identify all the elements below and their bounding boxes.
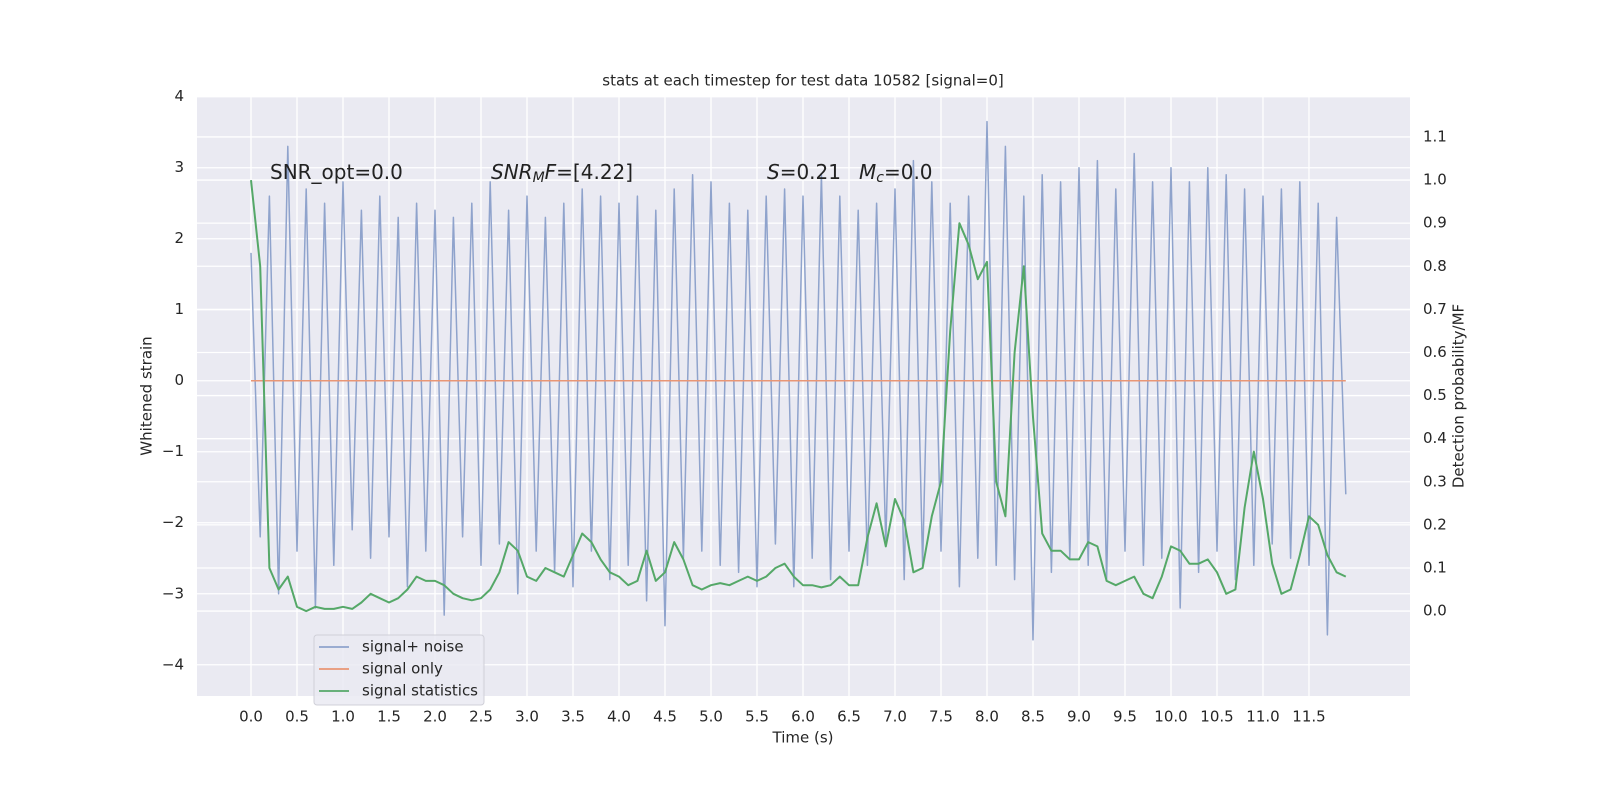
series-line [250,120,1347,641]
y2-tick-label: 0.6 [1423,343,1447,361]
y2-tick-label: 0.7 [1423,300,1447,318]
annotation: S=0.21 [767,160,841,184]
y-tick-label: −3 [162,584,184,602]
y-tick-label: 2 [174,229,184,247]
x-tick-label: 8.0 [975,708,999,726]
x-tick-label: 7.5 [929,708,953,726]
x-tick-label: 3.0 [515,708,539,726]
x-tick-label: 8.5 [1021,708,1045,726]
y2-tick-label: 1.1 [1423,127,1447,145]
marks [250,120,1347,641]
x-tick-label: 1.0 [331,708,355,726]
annotation: SNRMF=[4.22] [491,160,633,187]
chart-title: stats at each timestep for test data 105… [602,72,1003,90]
x-tick-label: 5.0 [699,708,723,726]
y2-tick-label: 1.0 [1423,171,1447,189]
x-tick-label: 2.0 [423,708,447,726]
x-tick-label: 4.5 [653,708,677,726]
x-tick-label: 6.5 [837,708,861,726]
y-tick-label: 0 [174,371,184,389]
y2-tick-label: 0.8 [1423,257,1447,275]
x-tick-label: 6.0 [791,708,815,726]
y2-tick-label: 0.1 [1423,558,1447,576]
x-tick-label: 10.0 [1154,708,1187,726]
annotation: Mc=0.0 [859,160,933,187]
x-tick-label: 2.5 [469,708,493,726]
labels: 0.0 0.5 1.0 1.5 2.0 2.5 3.0 3.5 4.0 4.5 5.0 5.5 6.0 6… [162,87,1447,725]
x-tick-label: 11.0 [1246,708,1279,726]
annotation-part: SNR [491,160,533,184]
y2-tick-label: 0.9 [1423,214,1447,232]
y-tick-label: −1 [162,442,184,460]
legend-label: signal statistics [362,682,478,700]
y2-tick-label: 0.4 [1423,429,1447,447]
x-tick-label: 5.5 [745,708,769,726]
annotation-part: F [545,160,557,184]
y-tick-label: 3 [174,158,184,176]
y2-tick-label: 0.3 [1423,472,1447,490]
y-tick-label: −4 [162,655,184,673]
y-axis-label: Whitened strain [138,336,156,455]
x-tick-label: 10.5 [1200,708,1233,726]
annotation-part: M [533,170,545,186]
annotation: SNR_opt=0.0 [270,160,403,184]
y2-tick-label: 0.5 [1423,386,1447,404]
y2-tick-label: 0.0 [1423,602,1447,620]
annotation-part: =0.0 [884,160,933,184]
x-tick-label: 9.0 [1067,708,1091,726]
annotation-part: =0.21 [780,160,841,184]
x-tick-label: 9.5 [1113,708,1137,726]
legend-label: signal+ noise [362,638,464,656]
x-tick-label: 0.0 [239,708,263,726]
annotation-part: M [859,160,876,184]
y-tick-label: 1 [174,300,184,318]
x-tick-label: 4.0 [607,708,631,726]
y-tick-label: 4 [174,87,184,105]
annotation-part: SNR_opt=0.0 [270,160,403,184]
x-tick-label: 1.5 [377,708,401,726]
annotation-part: =[4.22] [556,160,633,184]
annotation-part: S [767,160,780,184]
legend-box [313,634,485,706]
annotation-part: c [876,170,884,186]
y-tick-label: −2 [162,513,184,531]
x-tick-label: 7.0 [883,708,907,726]
x-tick-label: 11.5 [1292,708,1325,726]
x-tick-label: 0.5 [285,708,309,726]
y2-tick-label: 0.2 [1423,515,1447,533]
x-tick-label: 3.5 [561,708,585,726]
legend-label: signal only [362,660,443,678]
y2-axis-label: Detection probability/MF [1450,304,1468,488]
series-line [250,179,1347,613]
x-axis-label: Time (s) [772,729,834,747]
